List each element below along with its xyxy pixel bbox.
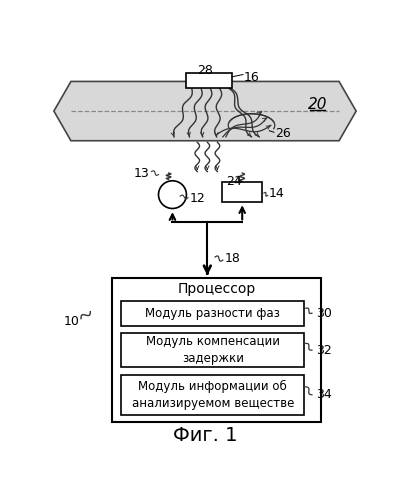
Text: 16: 16 xyxy=(244,71,260,84)
Bar xyxy=(121,333,304,367)
Text: 26: 26 xyxy=(275,127,290,140)
Text: Модуль разности фаз: Модуль разности фаз xyxy=(145,307,280,320)
Text: Процессор: Процессор xyxy=(178,281,256,295)
Text: 18: 18 xyxy=(224,252,240,265)
Text: 10: 10 xyxy=(64,315,80,328)
Text: 32: 32 xyxy=(316,344,332,357)
Text: 13: 13 xyxy=(134,167,149,180)
Text: 24: 24 xyxy=(226,175,242,189)
Text: 34: 34 xyxy=(316,388,332,401)
Bar xyxy=(112,278,321,422)
Text: Модуль информации об
анализируемом веществе: Модуль информации об анализируемом вещес… xyxy=(132,380,294,410)
Bar xyxy=(121,375,304,415)
Text: Фиг. 1: Фиг. 1 xyxy=(173,426,237,445)
Circle shape xyxy=(158,181,186,209)
Bar xyxy=(121,301,304,325)
Bar xyxy=(222,182,262,202)
Text: Модуль компенсации
задержки: Модуль компенсации задержки xyxy=(146,335,280,365)
Text: 30: 30 xyxy=(316,307,332,320)
Bar xyxy=(186,73,232,88)
Text: 28: 28 xyxy=(197,64,213,77)
Text: 14: 14 xyxy=(268,187,284,201)
Polygon shape xyxy=(54,81,356,141)
Text: 20: 20 xyxy=(308,97,327,112)
Text: 12: 12 xyxy=(190,192,205,205)
